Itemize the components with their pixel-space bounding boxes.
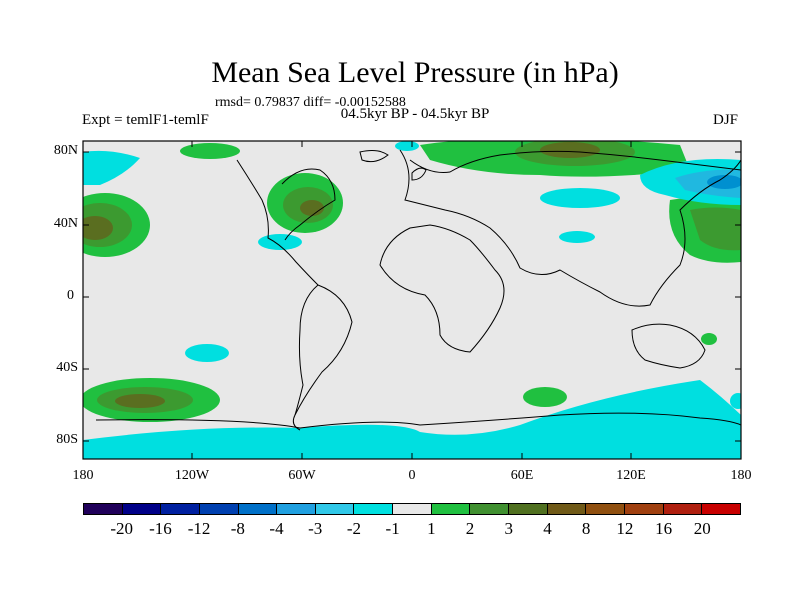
colorbar-label: 4 xyxy=(543,519,552,538)
axis-ticks xyxy=(83,141,741,459)
colorbar-swatch xyxy=(663,504,703,514)
lon-label-120w: 120W xyxy=(174,468,210,483)
lon-label-180e: 180 xyxy=(730,468,752,483)
colorbar-swatch xyxy=(84,504,123,514)
colorbar-swatch xyxy=(393,504,432,514)
experiment-label: Expt = temlF1-temlF xyxy=(82,112,209,128)
colorbar-swatch xyxy=(702,504,740,514)
stats-text: rmsd= 0.79837 diff= -0.00152588 xyxy=(215,95,406,110)
lat-label-0: 0 xyxy=(67,288,74,303)
colorbar-label: 8 xyxy=(581,519,591,538)
colorbar-swatch xyxy=(470,504,510,514)
lon-label-60e: 60E xyxy=(510,468,534,483)
colorbar-swatch xyxy=(547,504,587,514)
colorbar-label: -1 xyxy=(385,519,400,538)
colorbar-swatch xyxy=(277,504,316,514)
lat-label-80n: 80N xyxy=(53,143,78,158)
map-subtitle: 04.5kyr BP - 04.5kyr BP xyxy=(340,106,490,122)
colorbar-label: 1 xyxy=(427,519,436,538)
colorbar-swatch xyxy=(199,504,239,514)
colorbar-label: -2 xyxy=(346,519,362,538)
colorbar-label: 16 xyxy=(655,519,673,538)
lat-label-40s: 40S xyxy=(56,360,78,375)
contour-fills xyxy=(83,141,741,459)
colorbar-label: -8 xyxy=(230,519,245,538)
colorbar xyxy=(83,503,741,515)
colorbar-swatch xyxy=(624,504,664,514)
colorbar-label: 3 xyxy=(504,519,514,538)
lat-label-40n: 40N xyxy=(53,216,78,231)
season-label: DJF xyxy=(713,112,739,128)
lon-label-0: 0 xyxy=(408,468,416,483)
colorbar-label: -4 xyxy=(269,519,284,538)
colorbar-swatch xyxy=(161,504,200,514)
lon-label-60w: 60W xyxy=(288,468,316,483)
colorbar-label: 2 xyxy=(465,519,475,538)
lon-label-180w: 180 xyxy=(72,468,94,483)
coastlines xyxy=(95,149,741,431)
colorbar-label: -3 xyxy=(308,519,323,538)
colorbar-label: -16 xyxy=(149,519,172,538)
colorbar-swatch xyxy=(354,504,394,514)
colorbar-label: -20 xyxy=(110,519,134,538)
colorbar-swatch xyxy=(509,504,548,514)
lat-label-80s: 80S xyxy=(56,432,78,447)
colorbar-swatch xyxy=(315,504,355,514)
colorbar-swatch xyxy=(586,504,625,514)
colorbar-swatch xyxy=(122,504,162,514)
colorbar-label: 12 xyxy=(616,519,634,538)
colorbar-swatch xyxy=(238,504,278,514)
map-title: Mean Sea Level Pressure (in hPa) xyxy=(211,56,619,89)
lon-label-120e: 120E xyxy=(616,468,646,483)
colorbar-label: 20 xyxy=(693,519,711,538)
colorbar-swatch xyxy=(431,504,471,514)
colorbar-label: -12 xyxy=(187,519,211,538)
